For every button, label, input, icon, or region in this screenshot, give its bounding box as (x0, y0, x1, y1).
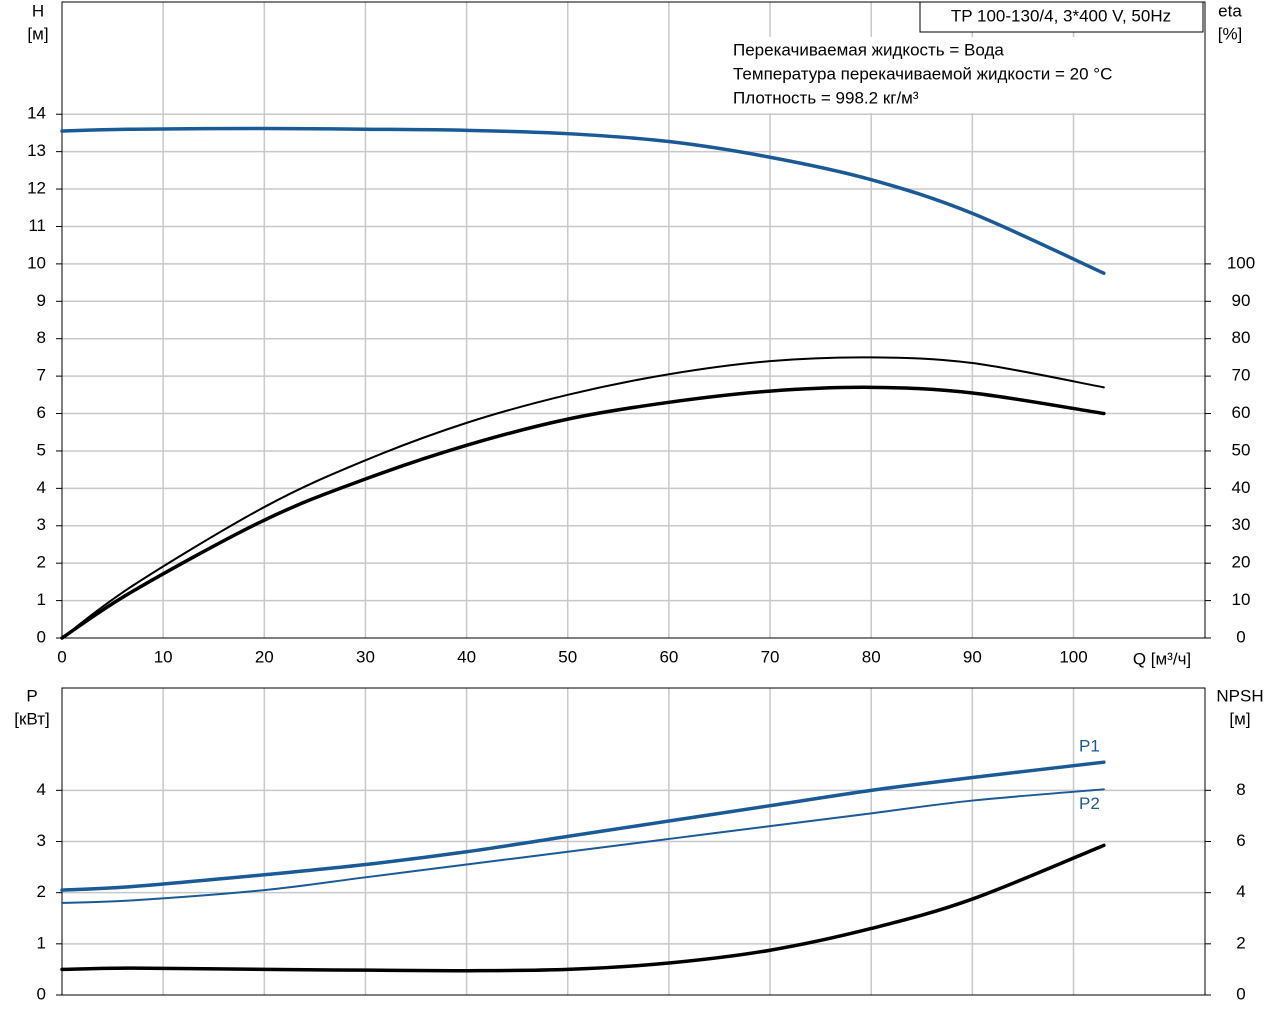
y2-tick-label: 10 (1232, 590, 1251, 609)
y-tick-label: 8 (37, 328, 46, 347)
title-box (919, 1, 1204, 33)
curve (60, 843, 1106, 973)
y-tick-label: 11 (28, 216, 46, 235)
y-tick-label: 7 (37, 366, 46, 385)
y2-tick-label: 6 (1236, 831, 1245, 850)
y2-tick-label: 80 (1232, 328, 1251, 347)
x-tick-label: 90 (963, 647, 982, 666)
x-tick-label: 100 (1059, 647, 1087, 666)
curve (61, 356, 1105, 639)
y-label: H (32, 1, 44, 20)
y2-tick-label: 90 (1232, 291, 1251, 310)
annotation: Температура перекачиваемой жидкости = 20… (733, 64, 1112, 83)
y2-tick-label: 0 (1236, 627, 1245, 646)
y-tick-label: 2 (37, 553, 46, 572)
y-tick-label: 10 (27, 253, 46, 272)
curve (61, 788, 1105, 904)
y-tick-label: 14 (27, 104, 46, 123)
y-tick-label: 13 (27, 141, 46, 160)
y2-tick-label: 60 (1232, 403, 1251, 422)
y2-label: NPSH (1216, 686, 1263, 705)
y-tick-label: 0 (37, 984, 46, 1003)
y2-tick-label: 0 (1236, 984, 1245, 1003)
x-tick-label: 80 (862, 647, 881, 666)
y-tick-label: 12 (27, 179, 46, 198)
y2-tick-label: 8 (1236, 780, 1245, 799)
series-label: P1 (1079, 737, 1100, 756)
y-tick-label: 3 (37, 515, 46, 534)
plot-frame (61, 1, 1206, 639)
y-tick-label: 6 (37, 403, 46, 422)
y-tick-label: 4 (37, 780, 46, 799)
x-tick-label: 50 (558, 647, 577, 666)
y-tick-label: 0 (37, 627, 46, 646)
y2-tick-label: 30 (1232, 515, 1251, 534)
annotation: Плотность = 998.2 кг/м³ (733, 88, 919, 107)
y2-tick-label: 40 (1232, 478, 1251, 497)
x-tick-label: 20 (255, 647, 274, 666)
y-tick-label: 3 (37, 831, 46, 850)
y2-tick-label: 50 (1232, 440, 1251, 459)
curve (60, 385, 1106, 640)
curve (60, 126, 1106, 275)
y-tick-label: 9 (37, 291, 46, 310)
x-tick-label: 70 (761, 647, 780, 666)
annotation-box (727, 37, 1204, 113)
chart-title: TP 100-130/4, 3*400 V, 50Hz (951, 6, 1171, 25)
x-tick-label: 40 (457, 647, 476, 666)
y2-tick-label: 70 (1232, 366, 1251, 385)
y-tick-label: 4 (37, 478, 46, 497)
annotation: Перекачиваемая жидкость = Вода (733, 40, 1004, 59)
y-tick-label: 1 (37, 590, 46, 609)
x-tick-label: 10 (154, 647, 173, 666)
y-tick-label: 1 (37, 933, 46, 952)
series-label: P2 (1079, 794, 1100, 813)
x-tick-label: 60 (659, 647, 678, 666)
y-unit: [кВт] (14, 709, 49, 728)
y2-tick-label: 100 (1227, 253, 1255, 272)
y-tick-label: 2 (37, 882, 46, 901)
y-tick-label: 5 (37, 440, 46, 459)
x-label: Q [м³/ч] (1133, 649, 1191, 668)
y-label: P (26, 686, 37, 705)
x-tick-label: 0 (57, 647, 66, 666)
x-tick-label: 30 (356, 647, 375, 666)
y-unit: [м] (27, 24, 48, 43)
curve (60, 760, 1106, 892)
plot-frame (61, 687, 1206, 996)
y2-unit: [м] (1229, 709, 1250, 728)
y2-tick-label: 2 (1236, 933, 1245, 952)
y2-label: eta (1218, 1, 1242, 20)
y2-tick-label: 20 (1232, 553, 1251, 572)
y2-unit: [%] (1218, 24, 1243, 43)
y2-tick-label: 4 (1236, 882, 1245, 901)
